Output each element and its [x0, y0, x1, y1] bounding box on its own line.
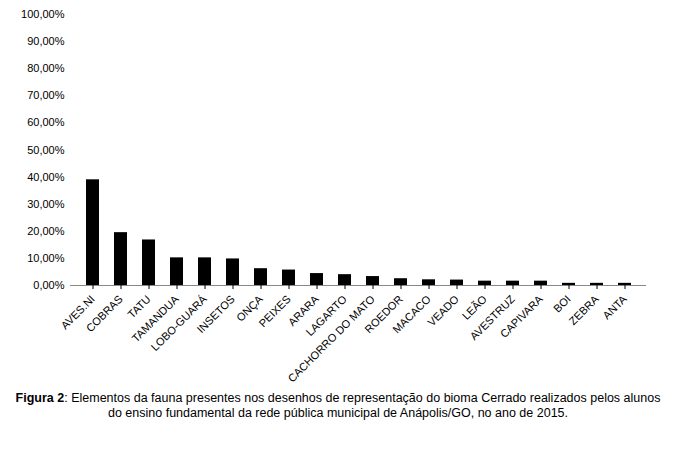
svg-text:ONÇA: ONÇA	[233, 292, 265, 324]
svg-text:TAMANDUA: TAMANDUA	[129, 292, 181, 345]
svg-text:CACHORRO DO MATO: CACHORRO DO MATO	[285, 292, 377, 384]
svg-text:70,00%: 70,00%	[27, 89, 65, 101]
svg-text:MACACO: MACACO	[390, 292, 433, 335]
svg-text:10,00%: 10,00%	[27, 252, 65, 264]
svg-text:50,00%: 50,00%	[27, 144, 65, 156]
svg-text:ANTA: ANTA	[600, 292, 629, 321]
svg-text:20,00%: 20,00%	[27, 225, 65, 237]
svg-text:ROEDOR: ROEDOR	[362, 292, 405, 336]
svg-text:0,00%: 0,00%	[33, 279, 64, 291]
svg-text:VEADO: VEADO	[425, 292, 461, 328]
svg-text:LEÃO: LEÃO	[459, 292, 489, 322]
svg-text:80,00%: 80,00%	[27, 62, 65, 74]
svg-text:ZEBRA: ZEBRA	[566, 292, 601, 327]
svg-text:PEIXES: PEIXES	[256, 293, 293, 330]
svg-text:90,00%: 90,00%	[27, 35, 65, 47]
svg-text:ARARA: ARARA	[285, 292, 321, 328]
svg-text:CAPIVARA: CAPIVARA	[498, 292, 546, 340]
svg-text:40,00%: 40,00%	[27, 171, 65, 183]
svg-text:INSETOS: INSETOS	[194, 293, 236, 335]
svg-text:100,00%: 100,00%	[21, 8, 65, 20]
svg-text:AVES.NI: AVES.NI	[58, 292, 97, 332]
html-text:Figura 2: Elementos da fauna p: Figura 2: Elementos da fauna presentes n…	[15, 391, 661, 420]
svg-text:LOBO-GUARÁ: LOBO-GUARÁ	[148, 292, 209, 354]
svg-text:AVESTRUZ: AVESTRUZ	[467, 292, 517, 343]
svg-text:LAGARTO: LAGARTO	[303, 292, 349, 339]
svg-text:30,00%: 30,00%	[27, 198, 65, 210]
svg-text:60,00%: 60,00%	[27, 116, 65, 128]
svg-text:COBRAS: COBRAS	[84, 293, 125, 334]
svg-text:TATU: TATU	[125, 292, 153, 321]
svg-text:BOI: BOI	[551, 293, 573, 315]
